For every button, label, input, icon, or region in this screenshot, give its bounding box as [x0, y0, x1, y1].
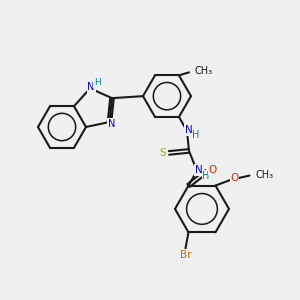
Text: N: N: [87, 82, 95, 92]
Text: O: O: [208, 164, 217, 175]
Text: N: N: [108, 119, 115, 129]
Text: H: H: [202, 171, 210, 181]
Text: H: H: [192, 130, 200, 140]
Text: H: H: [94, 78, 100, 87]
Text: CH₃: CH₃: [256, 169, 274, 179]
Text: Br: Br: [180, 250, 191, 260]
Text: N: N: [195, 165, 203, 175]
Text: N: N: [185, 125, 193, 135]
Text: S: S: [160, 148, 166, 158]
Text: CH₃: CH₃: [195, 66, 213, 76]
Text: O: O: [230, 172, 238, 182]
